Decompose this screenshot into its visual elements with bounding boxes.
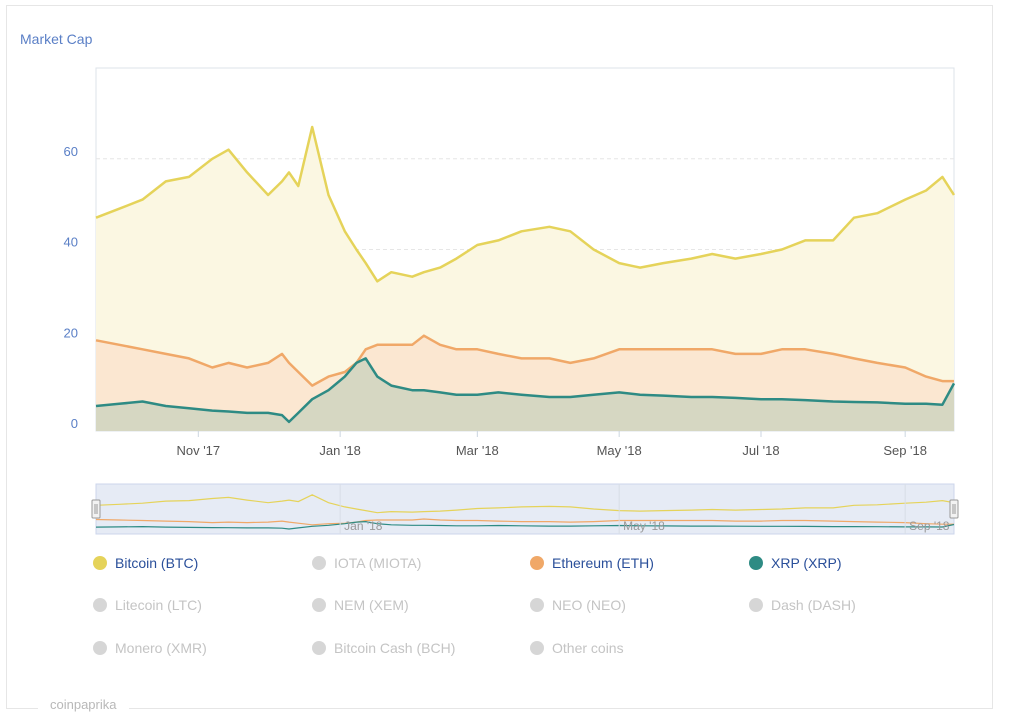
legend-item-monero-xmr[interactable]: Monero (XMR)	[93, 640, 207, 656]
legend-item-neo-neo[interactable]: NEO (NEO)	[530, 597, 626, 613]
legend-label: Other coins	[552, 640, 624, 656]
legend-item-ethereum-eth[interactable]: Ethereum (ETH)	[530, 555, 654, 571]
xrp-line	[95, 357, 956, 424]
legend-item-nem-xem[interactable]: NEM (XEM)	[312, 597, 409, 613]
legend-label: NEO (NEO)	[552, 597, 626, 613]
x-tick-label: Nov '17	[176, 443, 220, 458]
legend-label: Litecoin (LTC)	[115, 597, 202, 613]
x-tick-label: Sep '18	[883, 443, 927, 458]
legend-label: IOTA (MIOTA)	[334, 555, 422, 571]
navigator-right-handle[interactable]	[949, 499, 959, 519]
legend-label: Monero (XMR)	[115, 640, 207, 656]
legend-dot-icon	[749, 598, 763, 612]
legend-item-other-coins[interactable]: Other coins	[530, 640, 624, 656]
x-tick-label: Jul '18	[742, 443, 779, 458]
legend-dot-icon	[530, 641, 544, 655]
legend-label: XRP (XRP)	[771, 555, 842, 571]
legend-label: Bitcoin Cash (BCH)	[334, 640, 456, 656]
chart-title: Market Cap	[20, 31, 93, 47]
bitcoin-line	[95, 125, 956, 283]
legend-dot-icon	[93, 641, 107, 655]
legend-dot-icon	[93, 556, 107, 570]
ethereum-line	[95, 334, 954, 387]
legend-dot-icon	[530, 598, 544, 612]
navigator-tick-label: May '18	[623, 519, 665, 533]
legend-item-bitcoin-cash-bch[interactable]: Bitcoin Cash (BCH)	[312, 640, 455, 656]
navigator-tick-label: Sep '18	[909, 519, 950, 533]
navigator-tick-label: Jan '18	[344, 519, 383, 533]
legend-item-xrp-xrp[interactable]: XRP (XRP)	[749, 555, 842, 571]
y-tick-label: 60	[64, 144, 78, 159]
y-tick-label: 40	[64, 235, 78, 250]
legend-dot-icon	[312, 556, 326, 570]
legend-label: Ethereum (ETH)	[552, 555, 654, 571]
x-tick-label: Mar '18	[456, 443, 499, 458]
legend-dot-icon	[312, 641, 326, 655]
legend-item-litecoin-ltc[interactable]: Litecoin (LTC)	[93, 597, 202, 613]
x-tick-label: May '18	[597, 443, 642, 458]
legend-label: Bitcoin (BTC)	[115, 555, 199, 571]
legend-item-bitcoin-btc[interactable]: Bitcoin (BTC)	[93, 555, 198, 571]
navigator-left-handle[interactable]	[91, 499, 101, 519]
legend-dot-icon	[749, 556, 763, 570]
legend-dot-icon	[93, 598, 107, 612]
legend-item-dash-dash[interactable]: Dash (DASH)	[749, 597, 856, 613]
legend-dot-icon	[530, 556, 544, 570]
navigator-bitcoin-line	[95, 494, 955, 514]
legend-item-iota-miota[interactable]: IOTA (MIOTA)	[312, 555, 421, 571]
legend-dot-icon	[312, 598, 326, 612]
legend-label: NEM (XEM)	[334, 597, 409, 613]
navigator-ethereum-line	[95, 518, 954, 526]
navigator-xrp-line	[95, 520, 955, 530]
y-tick-label: 0	[71, 416, 78, 431]
y-tick-label: 20	[64, 325, 78, 340]
x-tick-label: Jan '18	[319, 443, 361, 458]
xrp-area	[96, 358, 954, 431]
legend-label: Dash (DASH)	[771, 597, 856, 613]
credit-label: coinpaprika	[38, 697, 129, 712]
